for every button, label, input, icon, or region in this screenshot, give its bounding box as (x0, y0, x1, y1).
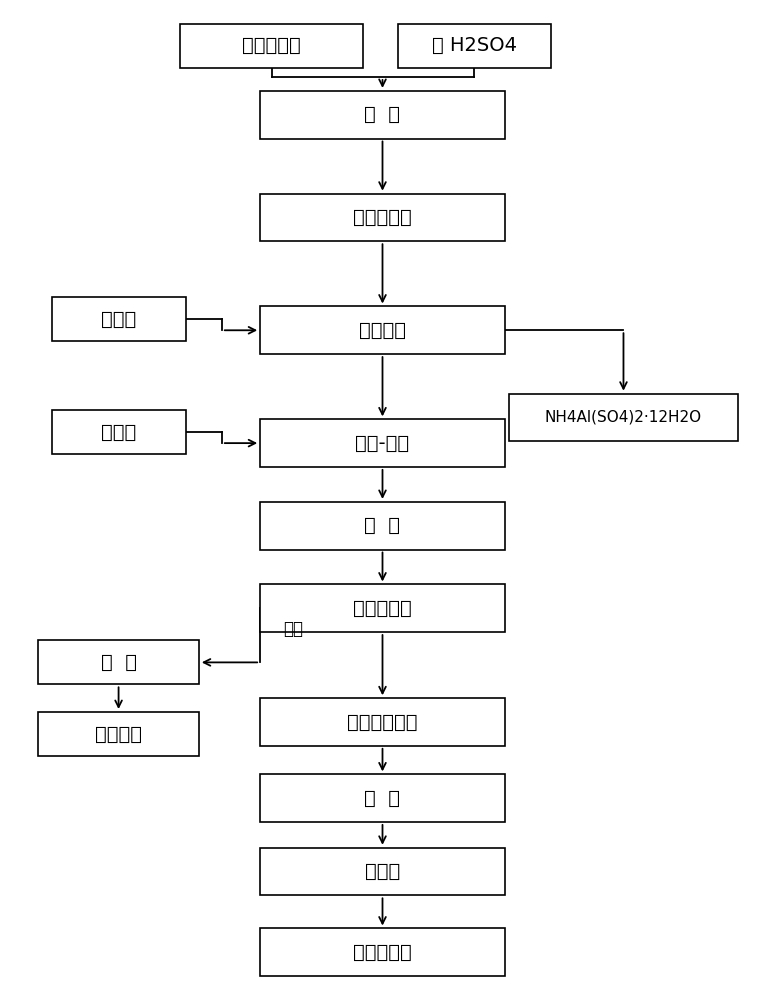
Text: 氧化剂: 氧化剂 (101, 423, 136, 442)
Bar (260, 774, 505, 822)
Bar (260, 194, 505, 241)
Text: 水  解: 水 解 (364, 516, 401, 535)
Text: 沉降、过滤: 沉降、过滤 (353, 208, 412, 227)
Text: 氧化-浓缩: 氧化-浓缩 (356, 434, 409, 453)
Bar (260, 419, 505, 467)
Bar (52, 410, 185, 454)
Bar (52, 297, 185, 341)
Text: 过滤、洗涤: 过滤、洗涤 (353, 599, 412, 618)
Text: 滤液: 滤液 (283, 620, 303, 638)
Text: 浓 H2SO4: 浓 H2SO4 (431, 36, 517, 55)
Bar (260, 502, 505, 550)
Text: 漂白、盐处理: 漂白、盐处理 (347, 713, 418, 732)
Text: 后处理: 后处理 (365, 862, 400, 881)
Text: 中和排放: 中和排放 (95, 724, 142, 743)
Bar (260, 91, 505, 139)
Bar (260, 928, 505, 976)
Bar (509, 394, 738, 441)
Bar (260, 698, 505, 746)
Bar (38, 640, 199, 684)
Text: 钛白粉成品: 钛白粉成品 (353, 943, 412, 962)
Text: 新流程钛渣: 新流程钛渣 (243, 36, 301, 55)
Bar (260, 584, 505, 632)
Text: 酸  解: 酸 解 (364, 105, 401, 124)
Bar (260, 848, 505, 895)
Bar (260, 306, 505, 354)
Text: 除铝剂: 除铝剂 (101, 310, 136, 329)
Bar (180, 24, 363, 68)
Bar (398, 24, 551, 68)
Text: 冷冻除铝: 冷冻除铝 (359, 321, 406, 340)
Text: NH4Al(SO4)2·12H2O: NH4Al(SO4)2·12H2O (545, 410, 702, 425)
Bar (38, 712, 199, 756)
Text: 废  酸: 废 酸 (100, 653, 137, 672)
Text: 煅  烧: 煅 烧 (364, 789, 401, 808)
